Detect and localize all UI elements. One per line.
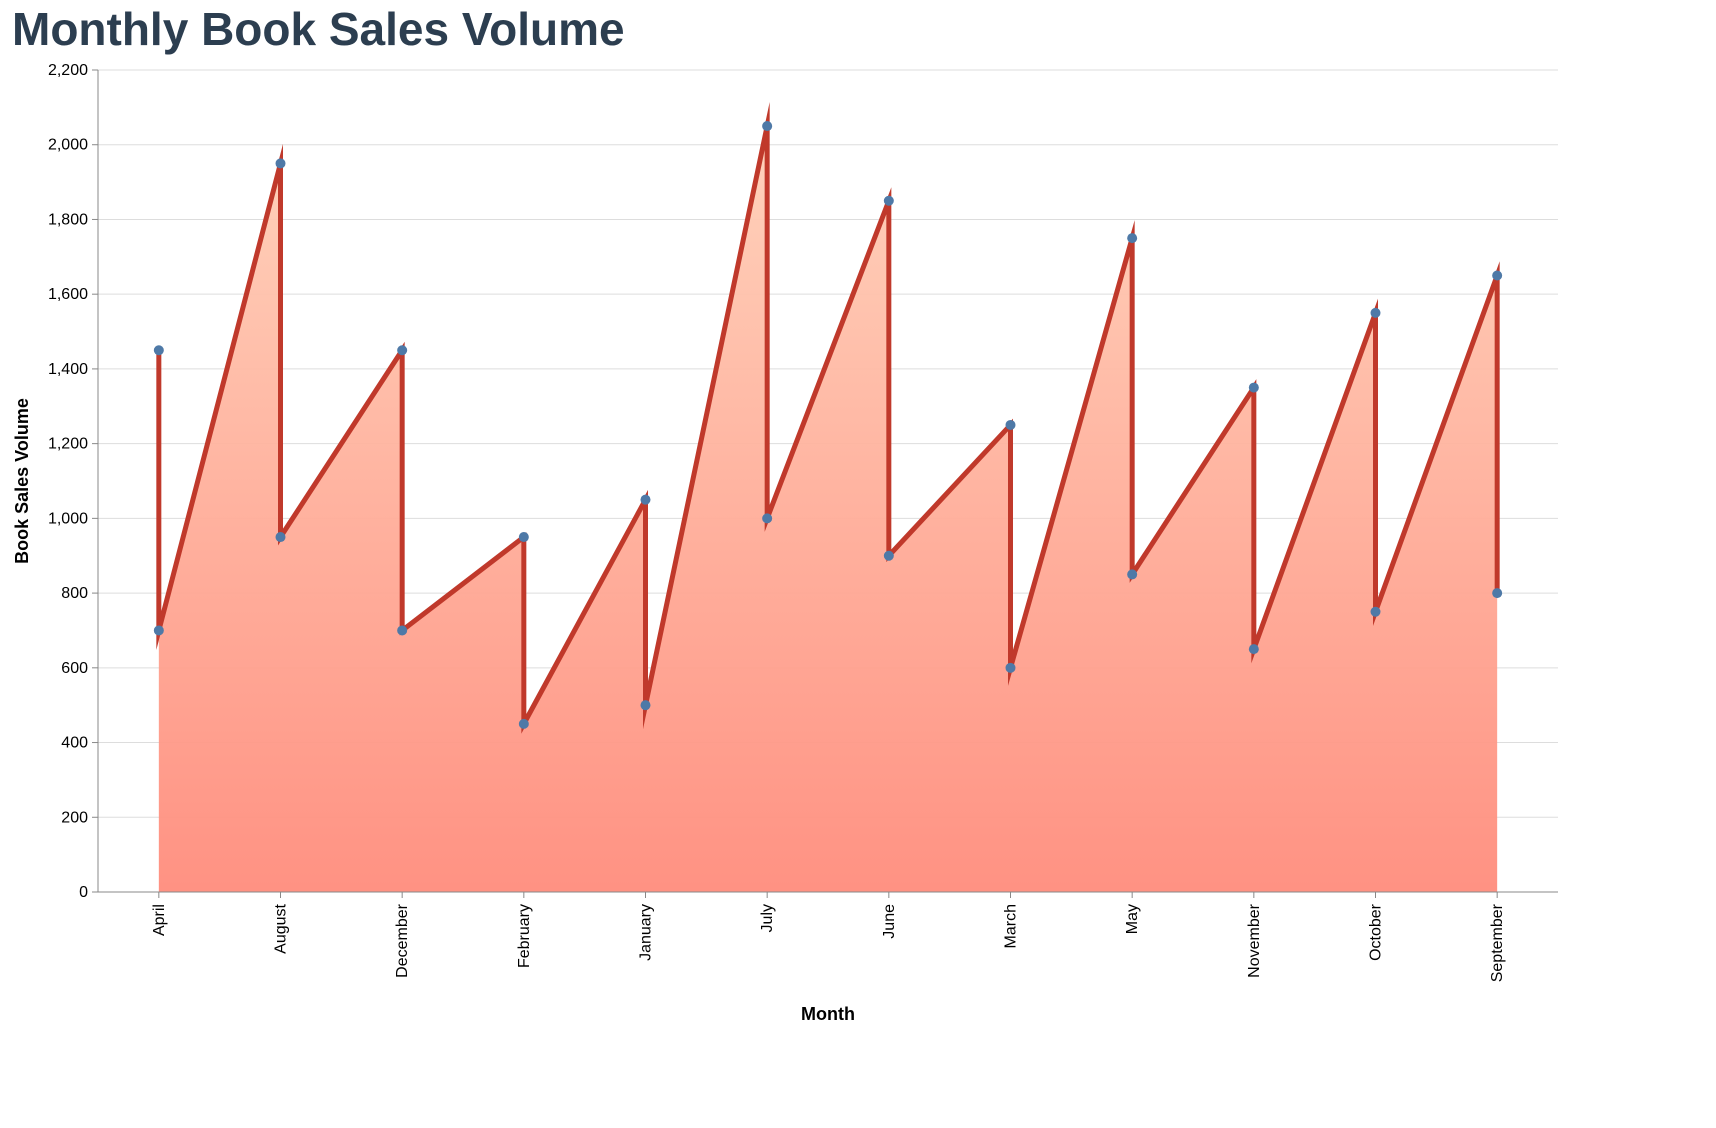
data-point bbox=[1005, 662, 1016, 673]
data-point bbox=[762, 121, 773, 132]
data-point bbox=[518, 532, 529, 543]
data-point bbox=[275, 158, 286, 169]
y-tick-label: 1,400 bbox=[48, 361, 88, 378]
y-tick-label: 1,800 bbox=[48, 211, 88, 228]
sales-line bbox=[156, 101, 1500, 734]
data-point bbox=[1370, 307, 1381, 318]
x-tick-label: May bbox=[1124, 904, 1141, 934]
y-tick-label: 0 bbox=[79, 884, 88, 901]
y-tick-label: 1,200 bbox=[48, 436, 88, 453]
data-point bbox=[275, 532, 286, 543]
line-layer bbox=[156, 101, 1500, 734]
x-tick-label: February bbox=[516, 904, 533, 968]
x-tick-label: July bbox=[759, 904, 776, 932]
area-layer bbox=[158, 126, 1498, 892]
x-tick-label: January bbox=[638, 904, 655, 961]
data-point bbox=[397, 345, 408, 356]
x-tick-label: November bbox=[1246, 903, 1263, 977]
x-tick-label: June bbox=[881, 904, 898, 939]
data-point bbox=[153, 345, 164, 356]
data-point bbox=[1005, 419, 1016, 430]
sales-area bbox=[158, 126, 1498, 892]
data-point bbox=[640, 700, 651, 711]
point-layer bbox=[153, 121, 1503, 729]
data-point bbox=[1248, 382, 1259, 393]
data-point bbox=[1248, 644, 1259, 655]
y-axis-title: Book Sales Volume bbox=[12, 398, 32, 564]
y-tick-label: 600 bbox=[61, 660, 88, 677]
data-point bbox=[1492, 588, 1503, 599]
data-point bbox=[397, 625, 408, 636]
data-point bbox=[640, 494, 651, 505]
x-tick-label: April bbox=[151, 904, 168, 936]
y-tick-label: 1,600 bbox=[48, 286, 88, 303]
y-tick-label: 2,200 bbox=[48, 62, 88, 79]
data-point bbox=[883, 550, 894, 561]
y-tick-label: 1,000 bbox=[48, 510, 88, 527]
data-point bbox=[518, 718, 529, 729]
x-tick-label: October bbox=[1368, 903, 1385, 961]
x-tick-label: December bbox=[394, 903, 411, 977]
data-point bbox=[883, 195, 894, 206]
data-point bbox=[762, 513, 773, 524]
x-axis-title: Month bbox=[801, 1004, 855, 1024]
axis-layer: 0 200 400 600 800 1,000 1,200 1,400 1,600 1,800 2,… bbox=[12, 62, 1558, 1024]
data-point bbox=[1127, 569, 1138, 580]
data-point bbox=[1370, 606, 1381, 617]
y-tick-label: 800 bbox=[61, 585, 88, 602]
data-point bbox=[153, 625, 164, 636]
y-tick-label: 200 bbox=[61, 809, 88, 826]
y-tick-label: 400 bbox=[61, 735, 88, 752]
x-tick-label: March bbox=[1003, 904, 1020, 948]
data-point bbox=[1492, 270, 1503, 281]
chart-title: Monthly Book Sales Volume bbox=[12, 3, 625, 55]
x-tick-label: August bbox=[273, 903, 290, 953]
data-point bbox=[1127, 233, 1138, 244]
y-tick-label: 2,000 bbox=[48, 137, 88, 154]
x-tick-label: September bbox=[1489, 903, 1506, 982]
